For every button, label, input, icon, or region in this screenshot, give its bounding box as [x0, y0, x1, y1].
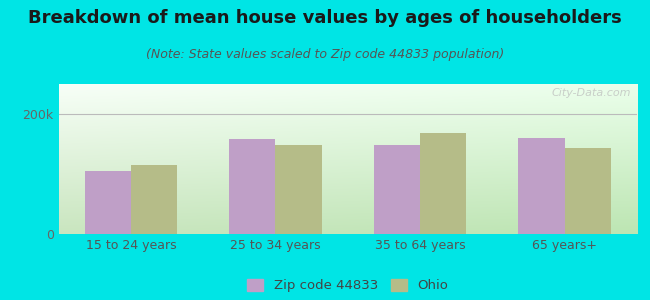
Bar	[84, 171, 131, 234]
Text: (Note: State values scaled to Zip code 44833 population): (Note: State values scaled to Zip code 4…	[146, 48, 504, 61]
Bar	[374, 145, 420, 234]
Bar	[229, 139, 276, 234]
Bar	[519, 138, 565, 234]
Bar	[276, 145, 322, 234]
Bar	[131, 165, 177, 234]
Text: City-Data.com: City-Data.com	[552, 88, 631, 98]
Bar	[565, 148, 611, 234]
Text: Breakdown of mean house values by ages of householders: Breakdown of mean house values by ages o…	[28, 9, 622, 27]
Legend: Zip code 44833, Ohio: Zip code 44833, Ohio	[242, 274, 454, 298]
Bar	[420, 133, 466, 234]
